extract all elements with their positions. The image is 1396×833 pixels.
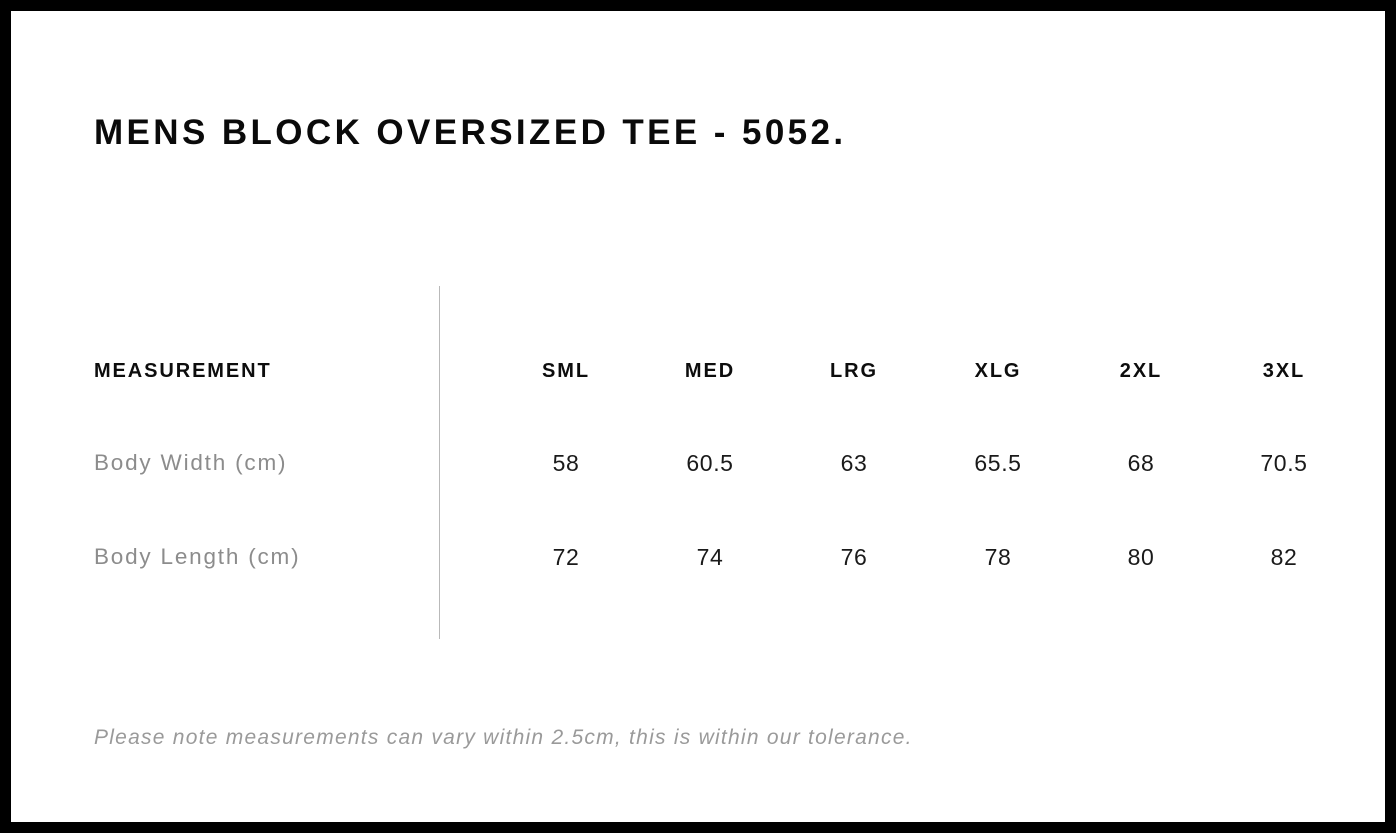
cell-body-length-3xl: 82 (1270, 544, 1298, 570)
cell-body-length-sml: 72 (552, 544, 580, 570)
tolerance-note: Please note measurements can vary within… (94, 726, 913, 749)
cell-body-length-xlg: 78 (984, 544, 1012, 570)
cell-body-length-lrg: 76 (840, 544, 868, 570)
cell-body-width-2xl: 68 (1127, 450, 1155, 476)
cell-body-length-2xl: 80 (1127, 544, 1155, 570)
column-header-measurement: MEASUREMENT (94, 360, 272, 382)
cell-body-width-xlg: 65.5 (974, 450, 1022, 476)
column-header-2xl: 2XL (1119, 360, 1163, 382)
page-title: MENS BLOCK OVERSIZED TEE - 5052. (94, 113, 847, 152)
column-header-sml: SML (542, 360, 590, 382)
cell-body-width-3xl: 70.5 (1260, 450, 1308, 476)
row-label-body-length: Body Length (cm) (94, 544, 301, 569)
table-row: Body Width (cm) 58 60.5 63 65.5 68 70.5 (11, 448, 1385, 478)
column-header-med: MED (684, 360, 736, 382)
row-label-body-width: Body Width (cm) (94, 450, 288, 475)
table-header-row: MEASUREMENT SML MED LRG XLG 2XL 3XL (11, 356, 1385, 386)
cell-body-width-sml: 58 (552, 450, 580, 476)
size-table: MEASUREMENT SML MED LRG XLG 2XL 3XL Body… (11, 11, 1385, 822)
cell-body-width-med: 60.5 (686, 450, 734, 476)
table-row: Body Length (cm) 72 74 76 78 80 82 (11, 542, 1385, 572)
column-header-xlg: XLG (974, 360, 1022, 382)
cell-body-width-lrg: 63 (840, 450, 868, 476)
column-header-3xl: 3XL (1262, 360, 1306, 382)
cell-body-length-med: 74 (696, 544, 724, 570)
column-header-lrg: LRG (830, 360, 878, 382)
table-vertical-divider (439, 286, 440, 639)
size-chart-sheet: MENS BLOCK OVERSIZED TEE - 5052. MEASURE… (11, 11, 1385, 822)
